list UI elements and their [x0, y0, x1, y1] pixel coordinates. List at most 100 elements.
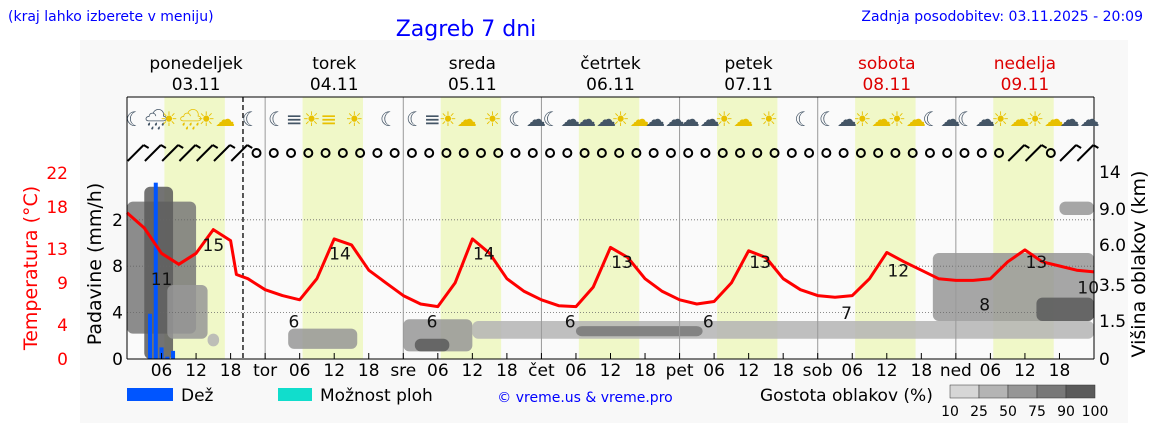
day-date: 08.11: [862, 75, 911, 95]
temperature-label: 6: [427, 312, 438, 332]
moon-icon: ☾: [242, 107, 260, 131]
hour-tick-label: 06: [980, 361, 1002, 381]
calm-wind-icon: [355, 148, 366, 158]
calm-wind-icon: [855, 148, 866, 158]
day-date: 05.11: [448, 75, 497, 95]
hour-tick-label: 06: [703, 361, 725, 381]
hour-tick-label: 18: [634, 361, 656, 381]
hour-tick-label: 06: [565, 361, 587, 381]
temperature-label: 6: [703, 312, 714, 332]
temperature-label: 15: [203, 236, 225, 256]
temperature-label: 13: [611, 253, 633, 273]
cloud-height-tick: 1.5: [1099, 312, 1126, 332]
temperature-tick: 18: [46, 198, 68, 218]
cloud-layer: [1059, 201, 1094, 215]
temperature-label: 6: [565, 312, 576, 332]
moon-cloud-icon: ☾☁: [508, 107, 546, 131]
hour-tick-label: 18: [496, 361, 518, 381]
temperature-tick: 22: [46, 164, 68, 184]
cloud-density-level: 25: [970, 404, 988, 420]
moon-fog-icon: ☾≡: [268, 107, 303, 131]
day-name: petek: [725, 54, 773, 74]
calm-wind-icon: [614, 148, 625, 158]
cloud-density-level: 50: [999, 404, 1017, 420]
moon-icon: ☾: [380, 107, 398, 131]
cloud-height-tick: 0: [1099, 350, 1110, 370]
day-name: sreda: [449, 54, 496, 74]
precip-tick: 4: [112, 304, 123, 324]
clouds-icon: ☁☁: [576, 107, 616, 131]
day-abbr: čet: [528, 361, 555, 381]
calm-wind-icon: [562, 148, 573, 158]
precip-bar: [148, 313, 153, 359]
calm-wind-icon: [959, 148, 970, 158]
calm-wind-icon: [994, 148, 1005, 158]
day-date: 06.11: [586, 75, 635, 95]
sun-cloud-icon: ☀☁: [197, 107, 235, 131]
moon-cloud-rain-icon: ☾🌧: [125, 107, 168, 131]
calm-wind-icon: [286, 148, 297, 158]
cloud-layer: [575, 326, 703, 337]
day-date: 07.11: [724, 75, 773, 95]
hour-tick-label: 12: [738, 361, 760, 381]
day-name: ponedeljek: [149, 54, 243, 74]
day-abbr: ned: [940, 361, 972, 381]
sun-cloud-icon: ☀☁: [853, 107, 891, 131]
day-name: nedelja: [994, 54, 1056, 74]
moon-cloud-icon: ☾☁: [543, 107, 581, 131]
moon-icon: ☾: [794, 107, 812, 131]
precip-tick: 2: [112, 211, 123, 231]
calm-wind-icon: [475, 148, 486, 158]
hour-tick-label: 18: [220, 361, 242, 381]
hour-tick-label: 12: [323, 361, 345, 381]
wind-barb-icon: [161, 144, 184, 162]
wind-barb-icon: [178, 144, 201, 162]
sun-cloud-rain-icon: ☀🌧: [160, 107, 203, 131]
hour-tick-label: 06: [289, 361, 311, 381]
sun-fog-icon: ☀≡: [302, 107, 337, 131]
calm-wind-icon: [406, 148, 417, 158]
cloud-density-swatch: [1036, 384, 1067, 399]
calm-wind-icon: [890, 148, 901, 158]
calm-wind-icon: [648, 148, 659, 158]
calm-wind-icon: [804, 148, 815, 158]
precip-bar: [165, 356, 170, 359]
moon-cloud-icon: ☾☁: [922, 107, 960, 131]
calm-wind-icon: [1045, 148, 1056, 158]
calm-wind-icon: [683, 148, 694, 158]
wind-barb-icon: [1076, 144, 1099, 162]
cloud-density-swatch: [949, 384, 980, 399]
moon-cloud-icon: ☾☁: [819, 107, 857, 131]
hour-tick-label: 12: [462, 361, 484, 381]
temperature-label: 8: [979, 295, 990, 315]
temperature-label: 10: [1077, 278, 1099, 298]
calm-wind-icon: [493, 148, 504, 158]
calm-wind-icon: [268, 148, 279, 158]
day-abbr: pet: [666, 361, 694, 381]
wind-barb-icon: [230, 144, 253, 162]
day-date: 04.11: [310, 75, 359, 95]
calm-wind-icon: [631, 148, 642, 158]
hour-tick-label: 06: [151, 361, 173, 381]
cloud-density-swatch: [978, 384, 1009, 399]
day-date: 09.11: [1001, 75, 1050, 95]
calm-wind-icon: [786, 148, 797, 158]
calm-wind-icon: [769, 148, 780, 158]
temperature-label: 14: [473, 245, 495, 265]
hour-tick-label: 12: [185, 361, 207, 381]
temperature-label: 13: [749, 253, 771, 273]
day-abbr: sre: [390, 361, 416, 381]
cloud-layer: [288, 328, 358, 349]
storm-legend-swatch: [278, 388, 312, 401]
sun-cloud-icon: ☀☁: [612, 107, 650, 131]
temperature-tick: 0: [57, 350, 68, 370]
calm-wind-icon: [527, 148, 538, 158]
hour-tick-label: 06: [841, 361, 863, 381]
storm-legend-label: Možnost ploh: [320, 386, 433, 406]
calm-wind-icon: [458, 148, 469, 158]
sun-cloud-icon: ☀☁: [888, 107, 926, 131]
cloud-density-legend-label: Gostota oblakov (%): [760, 386, 933, 406]
sun-icon: ☀: [484, 107, 502, 131]
